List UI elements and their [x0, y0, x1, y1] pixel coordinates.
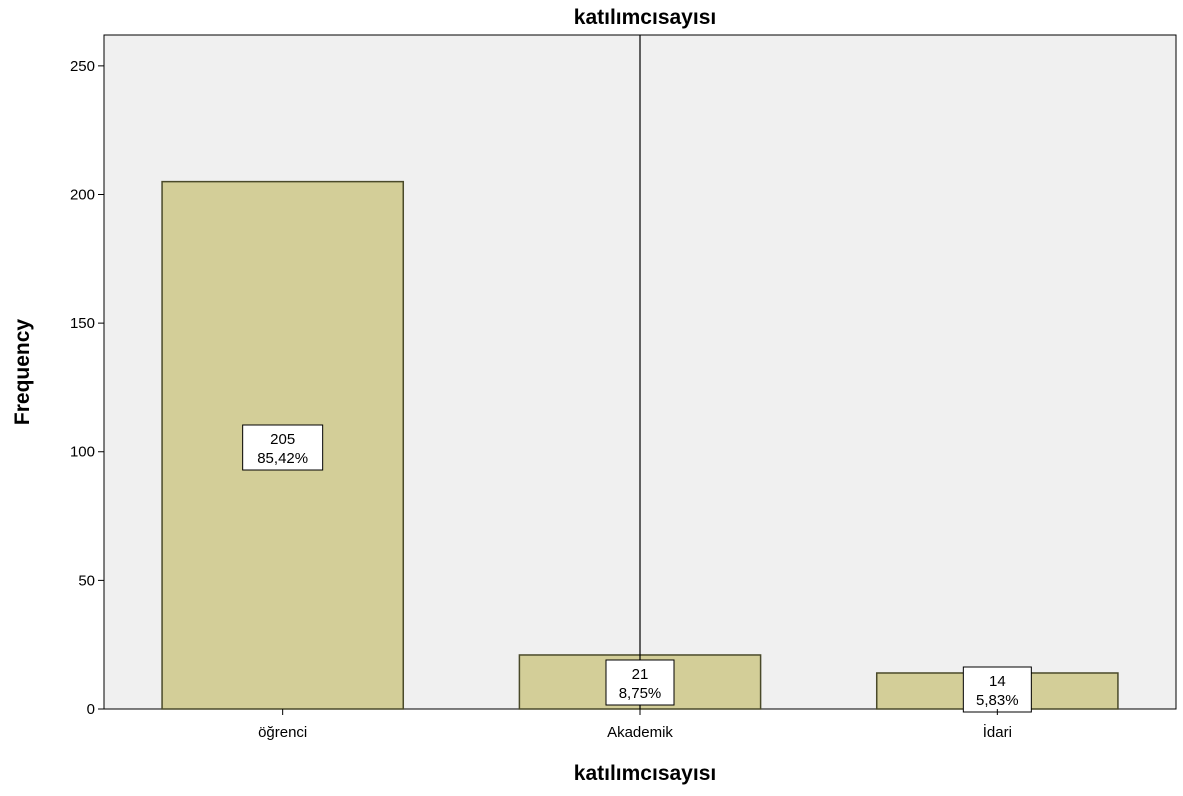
y-tick-label: 250 — [70, 58, 95, 75]
x-tick-label: öğrenci — [258, 724, 307, 741]
y-axis: 0 50 100 150 200 250 — [70, 58, 104, 718]
data-label-count: 21 — [632, 666, 649, 683]
data-label-box — [605, 659, 675, 706]
y-tick-label: 200 — [70, 186, 95, 203]
y-tick-label: 50 — [78, 572, 95, 589]
y-axis-label: Frequency — [11, 319, 34, 426]
data-label-percent: 5,83% — [976, 692, 1019, 709]
y-tick-label: 150 — [70, 315, 95, 332]
data-label-box — [962, 666, 1032, 713]
data-labels: 205 85,42% 21 8,75% 14 5,83% — [242, 424, 1032, 713]
data-label-box — [242, 424, 324, 471]
data-label-count: 14 — [989, 673, 1006, 690]
data-label-count: 205 — [270, 431, 295, 448]
chart-title: katılımcısayısı — [574, 6, 716, 29]
x-tick-label: Akademik — [607, 724, 673, 741]
data-label-percent: 85,42% — [257, 450, 308, 467]
y-tick-label: 100 — [70, 444, 95, 461]
x-axis-label: katılımcısayısı — [574, 762, 716, 785]
y-tick-label: 0 — [87, 701, 95, 718]
data-label-percent: 8,75% — [619, 685, 662, 702]
x-axis: öğrenci Akademik İdari — [258, 709, 1012, 741]
x-tick-label: İdari — [983, 723, 1012, 741]
